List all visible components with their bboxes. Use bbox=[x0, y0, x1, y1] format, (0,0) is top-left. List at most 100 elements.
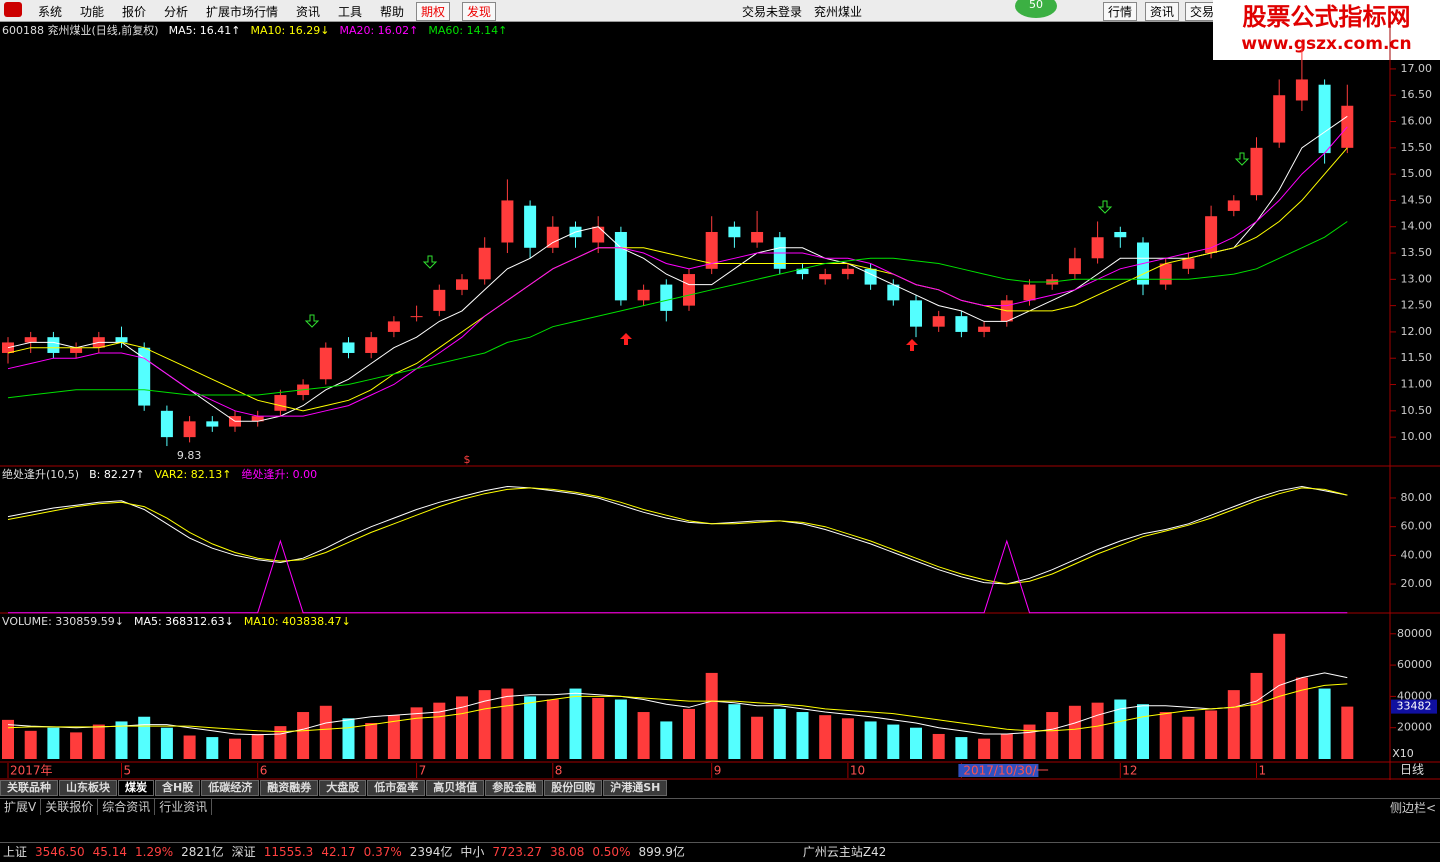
sidebar-toggle[interactable]: 侧边栏< bbox=[1389, 801, 1436, 815]
candle-body bbox=[206, 421, 219, 427]
candle-body bbox=[796, 268, 809, 275]
candle-body bbox=[524, 205, 537, 248]
candle-body bbox=[2, 342, 14, 353]
panel-title: 绝处逢升(10,5) bbox=[2, 467, 79, 481]
tab[interactable]: 融资融券 bbox=[260, 780, 319, 796]
tab[interactable]: 大盘股 bbox=[319, 780, 367, 796]
menu-item[interactable]: 资讯 bbox=[296, 5, 321, 19]
volume-bar bbox=[2, 719, 14, 759]
sub-tab[interactable]: 综合资讯 bbox=[98, 799, 156, 815]
volume-bar bbox=[478, 690, 491, 759]
tab[interactable]: 股份回购 bbox=[544, 780, 603, 796]
menu-item[interactable]: 期权 bbox=[416, 2, 451, 21]
tab[interactable]: 煤炭 bbox=[118, 780, 154, 796]
y-tick-label: 10.50 bbox=[1401, 404, 1433, 417]
candle-body bbox=[1068, 258, 1081, 275]
volume-bar bbox=[1137, 704, 1149, 759]
sub-tab[interactable]: 关联报价 bbox=[41, 799, 99, 815]
tab[interactable]: 含H股 bbox=[155, 780, 201, 796]
menu-item[interactable]: 工具 bbox=[338, 5, 363, 19]
tab[interactable]: 山东板块 bbox=[59, 780, 117, 796]
candle-body bbox=[910, 300, 922, 327]
menu-item[interactable]: 报价 bbox=[122, 5, 147, 19]
volume-bar bbox=[1023, 724, 1036, 759]
candle-body bbox=[433, 289, 446, 311]
sell-signal bbox=[422, 255, 438, 269]
tab[interactable]: 低碳经济 bbox=[201, 780, 260, 796]
index-name: 中小 bbox=[460, 845, 485, 859]
x-tick-label: 5 bbox=[124, 764, 132, 778]
menu-item[interactable]: 帮助 bbox=[380, 5, 405, 19]
buy-signal bbox=[906, 339, 918, 351]
button[interactable]: 交易 bbox=[1185, 2, 1220, 21]
volume-bar bbox=[1091, 702, 1104, 759]
menu-item[interactable]: 系统 bbox=[38, 5, 63, 19]
index-price: 7723.27 bbox=[492, 845, 542, 859]
button[interactable]: 行情 bbox=[1103, 2, 1138, 21]
volume-bar bbox=[1000, 733, 1013, 759]
y-tick-label: 14.50 bbox=[1401, 193, 1433, 206]
volume-bar bbox=[910, 727, 922, 759]
menu-item[interactable]: 分析 bbox=[164, 5, 189, 19]
volume-bar bbox=[569, 688, 582, 759]
line-series bbox=[7, 672, 1348, 736]
sub-tab[interactable]: 行业资讯 bbox=[155, 799, 213, 815]
legend-entry: MA10: 403838.47↓ bbox=[244, 615, 351, 628]
index-amount: 2821亿 bbox=[181, 845, 224, 859]
volume-bar bbox=[1227, 690, 1240, 759]
event-marker: $ bbox=[464, 453, 471, 466]
x-tick-label: 2017/10/30/一 bbox=[963, 764, 1048, 778]
legend-entry: MA10: 16.29↓ bbox=[251, 24, 330, 37]
x-tick-label: 2017年 bbox=[10, 764, 53, 778]
candle-body bbox=[1295, 79, 1308, 101]
x-tick-label: 10 bbox=[850, 764, 865, 778]
volume-bar bbox=[864, 721, 877, 759]
menu-item[interactable]: 功能 bbox=[80, 5, 105, 19]
menu-item[interactable]: 扩展市场行情 bbox=[206, 5, 279, 19]
legend-entry: MA60: 14.14↑ bbox=[428, 24, 507, 37]
candle-body bbox=[637, 289, 650, 301]
candle-body bbox=[932, 316, 945, 327]
y-tick-label: 60.00 bbox=[1401, 520, 1433, 533]
volume-bar bbox=[1341, 706, 1354, 759]
tab[interactable]: 低市盈率 bbox=[367, 780, 426, 796]
tab[interactable]: 参股金融 bbox=[485, 780, 544, 796]
y-tick-label: 40.00 bbox=[1401, 548, 1433, 561]
button[interactable]: 资讯 bbox=[1145, 2, 1180, 21]
volume-bar bbox=[342, 718, 355, 759]
sub-tab[interactable]: 扩展V bbox=[0, 799, 42, 815]
badge[interactable]: 50 bbox=[1015, 0, 1057, 18]
candle-body bbox=[978, 326, 991, 332]
line-series bbox=[7, 487, 1348, 585]
y-tick-label: 20000 bbox=[1397, 721, 1432, 734]
volume-bar bbox=[796, 712, 809, 759]
tab[interactable]: 沪港通SH bbox=[603, 780, 668, 796]
y-tick-label: 10.00 bbox=[1401, 430, 1433, 443]
volume-bar bbox=[251, 733, 264, 759]
y-tick-label: 14.00 bbox=[1401, 220, 1433, 233]
volume-bar bbox=[524, 696, 537, 759]
x-tick-label: 7 bbox=[419, 764, 427, 778]
candle-body bbox=[887, 284, 900, 301]
volume-bar bbox=[683, 708, 695, 759]
line-series bbox=[7, 485, 1348, 585]
volume-bar bbox=[456, 696, 468, 759]
line-series bbox=[7, 683, 1348, 733]
candle-body bbox=[342, 342, 355, 353]
index-price: 3546.50 bbox=[35, 845, 85, 859]
legend-entry: 绝处逢升: 0.00 bbox=[241, 467, 317, 481]
y-tick-label: 13.00 bbox=[1401, 272, 1433, 285]
legend-entry: MA20: 16.02↑ bbox=[339, 24, 418, 37]
index-price: 11555.3 bbox=[263, 845, 314, 859]
tab[interactable]: 高贝塔值 bbox=[426, 780, 485, 796]
candle-body bbox=[1114, 231, 1127, 238]
y-tick-label: 20.00 bbox=[1401, 577, 1433, 590]
candle-body bbox=[319, 347, 332, 380]
candle-body bbox=[160, 410, 173, 438]
candle-body bbox=[70, 347, 83, 353]
tab[interactable]: 关联品种 bbox=[0, 780, 58, 796]
candle-body bbox=[728, 226, 741, 238]
volume-bar bbox=[1318, 688, 1331, 759]
volume-bar bbox=[410, 707, 423, 759]
menu-item[interactable]: 发现 bbox=[462, 2, 497, 21]
